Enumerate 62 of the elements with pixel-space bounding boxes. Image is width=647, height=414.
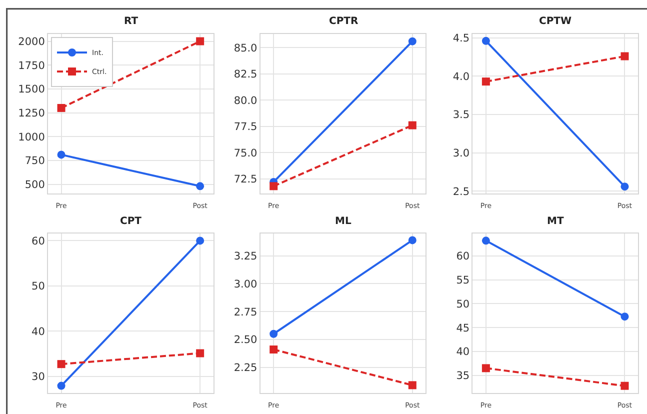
y-tick-label: 2.5 <box>452 186 470 198</box>
y-tick-label: 1500 <box>18 84 45 96</box>
point <box>620 312 629 321</box>
chart-title: CPTR <box>329 16 358 27</box>
y-tick-label: 85.0 <box>234 42 258 54</box>
point <box>196 182 204 190</box>
y-tick-label: 55 <box>456 274 470 286</box>
y-tick-label: 1250 <box>18 107 45 120</box>
point <box>57 150 66 159</box>
point <box>408 121 416 130</box>
y-tick-label: 2.50 <box>234 334 258 346</box>
point <box>482 364 490 372</box>
point <box>196 349 204 358</box>
y-tick-label: 30 <box>32 370 45 383</box>
y-tick-label: 3.00 <box>234 278 258 290</box>
y-tick-label: 35 <box>456 370 470 382</box>
y-tick-label: 82.5 <box>234 68 258 81</box>
y-tick-label: 77.5 <box>234 121 258 134</box>
y-tick-label: 2.75 <box>234 306 258 318</box>
y-tick-label: 50 <box>32 280 45 293</box>
point <box>270 346 278 354</box>
point <box>408 381 416 390</box>
y-tick-label: 40 <box>456 346 470 358</box>
point <box>482 236 490 245</box>
y-tick-label: 750 <box>24 155 45 168</box>
point <box>196 37 204 46</box>
y-tick-label: 500 <box>24 178 45 191</box>
y-tick-label: 3.25 <box>234 250 258 262</box>
point <box>57 104 66 112</box>
y-tick-label: 75.0 <box>234 147 258 160</box>
point <box>270 330 278 338</box>
y-tick-label: 72.5 <box>234 173 258 186</box>
point <box>57 382 66 390</box>
y-tick-label: 1000 <box>18 131 45 144</box>
y-tick-label: 45 <box>456 322 470 334</box>
point <box>620 52 629 60</box>
y-tick-label: 60 <box>32 235 45 248</box>
y-tick-label: 80.0 <box>234 94 258 107</box>
point <box>482 78 490 86</box>
y-tick-label: 1750 <box>18 60 45 72</box>
y-tick-label: 2.25 <box>234 362 258 374</box>
y-tick-label: 40 <box>32 326 45 338</box>
chart-title: MT <box>547 216 564 227</box>
y-tick-label: 60 <box>456 250 470 263</box>
point <box>482 36 490 45</box>
point <box>57 360 66 368</box>
point <box>620 382 629 390</box>
y-tick-label: 4.0 <box>452 70 470 83</box>
point <box>408 37 416 46</box>
point <box>620 182 629 191</box>
point <box>270 182 278 190</box>
y-tick-label: 2000 <box>18 36 45 48</box>
y-tick-label: 50 <box>456 298 470 310</box>
chart-title: CPTW <box>539 16 572 27</box>
point <box>408 236 416 244</box>
y-tick-label: 3.5 <box>452 109 470 122</box>
y-tick-label: 4.5 <box>452 32 470 45</box>
chart-title: ML <box>335 216 352 227</box>
point <box>196 236 204 245</box>
chart-title: CPT <box>120 216 142 227</box>
chart-title: RT <box>124 16 138 27</box>
y-tick-label: 3.0 <box>452 148 470 160</box>
